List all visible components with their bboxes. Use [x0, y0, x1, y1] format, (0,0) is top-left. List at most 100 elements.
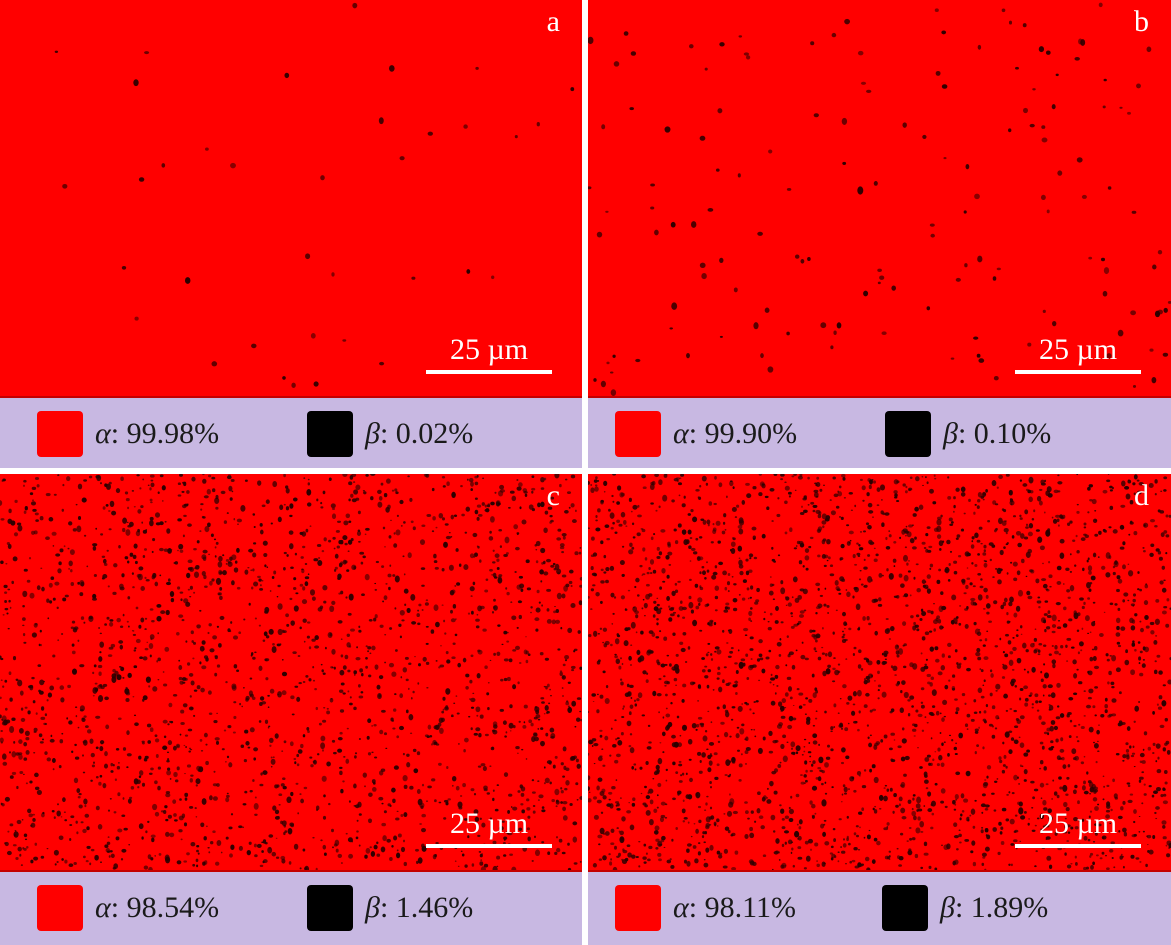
beta-dot [602, 627, 608, 632]
beta-dot [451, 776, 457, 782]
beta-dot [179, 733, 182, 736]
beta-dot [615, 738, 618, 741]
beta-dot [229, 497, 233, 501]
beta-dot [332, 507, 335, 511]
beta-dot [1122, 754, 1127, 759]
beta-dot [863, 566, 868, 570]
beta-dot [313, 558, 319, 562]
beta-dot [219, 587, 223, 591]
beta-dot [33, 730, 37, 733]
beta-dot [258, 624, 261, 627]
beta-dot [134, 560, 138, 565]
beta-dot [777, 764, 782, 768]
beta-dot [480, 763, 486, 767]
beta-dot [989, 692, 993, 697]
beta-dot [710, 786, 712, 789]
beta-dot [404, 603, 407, 606]
beta-dot [749, 596, 752, 599]
beta-dot [684, 661, 688, 663]
beta-dot [873, 181, 878, 186]
beta-dot [540, 487, 545, 490]
beta-dot [382, 835, 387, 842]
beta-dot [340, 561, 344, 566]
beta-dot [605, 210, 609, 213]
beta-dot [307, 482, 310, 486]
beta-dot [40, 716, 46, 721]
beta-dot [784, 706, 787, 709]
beta-dot [619, 678, 623, 681]
beta-dot [795, 793, 800, 798]
beta-dot [197, 769, 201, 772]
beta-dot [980, 803, 986, 808]
beta-dot [839, 558, 842, 561]
beta-dot [107, 654, 113, 657]
beta-dot [527, 653, 531, 657]
beta-dot [350, 628, 355, 632]
beta-dot [1008, 20, 1013, 25]
beta-dot [386, 838, 391, 843]
beta-dot [540, 501, 545, 508]
beta-dot [213, 720, 218, 724]
beta-dot [921, 611, 927, 617]
beta-dot [695, 488, 700, 492]
beta-dot [1081, 194, 1087, 199]
beta-dot [275, 856, 280, 859]
beta-dot [570, 503, 575, 508]
beta-dot [333, 751, 337, 755]
beta-dot [253, 747, 259, 752]
beta-dot [557, 572, 561, 575]
beta-dot [8, 671, 12, 676]
beta-dot [797, 856, 803, 860]
beta-dot [420, 567, 426, 570]
beta-dot [849, 776, 855, 782]
beta-dot [936, 525, 942, 533]
beta-dot [340, 654, 344, 658]
beta-dot [998, 756, 1002, 760]
beta-dot [780, 621, 784, 624]
beta-dot [59, 739, 64, 744]
beta-dot [934, 8, 939, 12]
beta-dot [868, 510, 874, 514]
beta-dot [474, 497, 478, 500]
beta-dot [927, 609, 932, 614]
beta-dot [780, 587, 786, 595]
beta-dot [929, 630, 933, 633]
beta-dot [281, 690, 287, 696]
beta-dot [953, 746, 958, 751]
beta-dot [21, 818, 24, 821]
beta-dot [866, 492, 870, 497]
beta-dot [1090, 865, 1094, 870]
beta-dot [203, 574, 207, 580]
beta-dot [114, 670, 119, 676]
beta-dot [745, 762, 747, 765]
beta-dot [775, 850, 779, 853]
beta-dot [915, 614, 920, 618]
beta-dot [564, 509, 569, 514]
beta-dot [104, 623, 108, 626]
beta-dot [830, 845, 834, 849]
beta-dot [484, 733, 489, 737]
beta-dot [768, 149, 773, 154]
beta-dot [9, 697, 13, 702]
beta-dot [949, 550, 953, 553]
beta-dot [322, 749, 324, 752]
beta-dot [537, 780, 540, 782]
beta-dot [612, 866, 618, 870]
beta-dot [803, 782, 807, 784]
beta-dot [7, 830, 10, 833]
beta-dot [1108, 670, 1112, 676]
beta-dot [483, 788, 488, 792]
beta-dot [574, 551, 579, 556]
beta-dot [784, 531, 788, 535]
beta-dot [144, 628, 147, 631]
beta-dot [416, 751, 421, 756]
beta-dot [303, 640, 306, 643]
beta-dot [1098, 724, 1100, 726]
beta-dot [915, 803, 921, 809]
beta-dot [1038, 46, 1045, 53]
beta-dot [110, 770, 114, 773]
beta-dot [708, 741, 715, 746]
beta-dot [757, 791, 761, 795]
beta-dot [923, 547, 927, 549]
beta-dot [0, 802, 3, 806]
